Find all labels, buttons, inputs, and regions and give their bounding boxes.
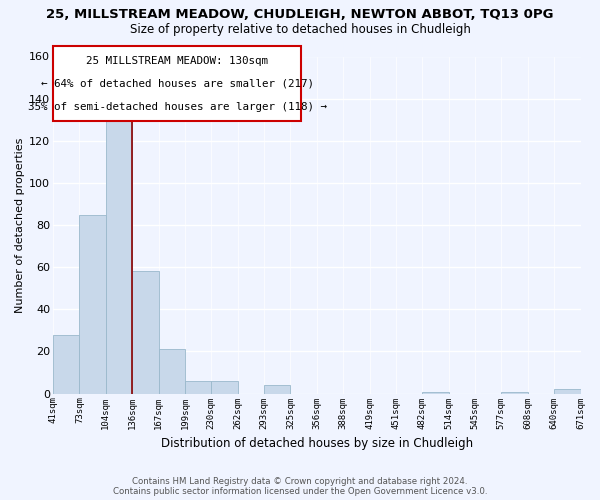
Bar xyxy=(132,272,158,394)
Text: Size of property relative to detached houses in Chudleigh: Size of property relative to detached ho… xyxy=(130,22,470,36)
Bar xyxy=(422,392,449,394)
Text: ← 64% of detached houses are smaller (217): ← 64% of detached houses are smaller (21… xyxy=(41,78,314,88)
Bar xyxy=(185,381,211,394)
Bar xyxy=(211,381,238,394)
Bar xyxy=(502,392,528,394)
Text: 35% of semi-detached houses are larger (118) →: 35% of semi-detached houses are larger (… xyxy=(28,102,326,112)
Bar xyxy=(79,214,106,394)
Text: Contains public sector information licensed under the Open Government Licence v3: Contains public sector information licen… xyxy=(113,486,487,496)
Bar xyxy=(106,120,132,394)
Bar xyxy=(158,350,185,394)
X-axis label: Distribution of detached houses by size in Chudleigh: Distribution of detached houses by size … xyxy=(161,437,473,450)
Bar xyxy=(264,385,290,394)
Bar xyxy=(53,334,79,394)
Text: 25, MILLSTREAM MEADOW, CHUDLEIGH, NEWTON ABBOT, TQ13 0PG: 25, MILLSTREAM MEADOW, CHUDLEIGH, NEWTON… xyxy=(46,8,554,20)
Y-axis label: Number of detached properties: Number of detached properties xyxy=(15,138,25,313)
Bar xyxy=(554,390,581,394)
Text: 25 MILLSTREAM MEADOW: 130sqm: 25 MILLSTREAM MEADOW: 130sqm xyxy=(86,56,268,66)
Text: Contains HM Land Registry data © Crown copyright and database right 2024.: Contains HM Land Registry data © Crown c… xyxy=(132,476,468,486)
